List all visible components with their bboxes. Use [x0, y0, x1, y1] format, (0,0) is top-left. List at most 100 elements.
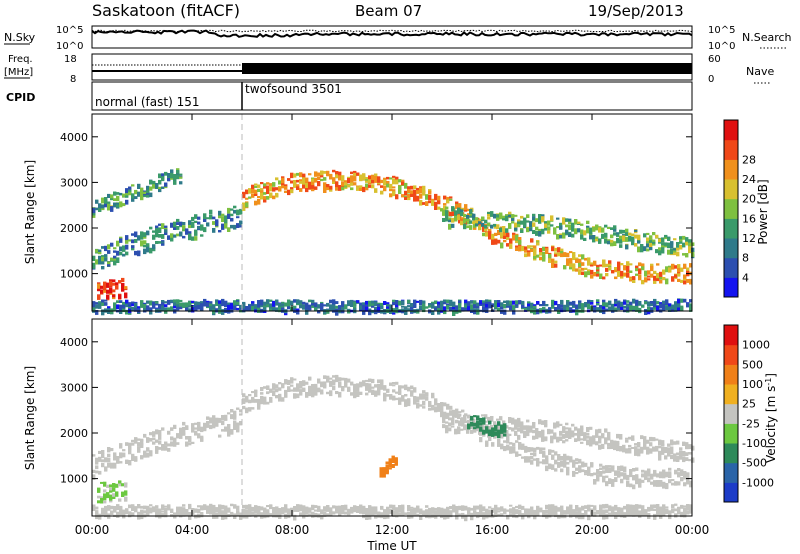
- cpid-mode-1: normal (fast) 151: [95, 95, 199, 109]
- echo-cell: [185, 441, 189, 447]
- echo-cell: [437, 195, 441, 201]
- echo-cell: [607, 442, 611, 447]
- echo-cell: [401, 181, 405, 186]
- echo-cell: [556, 421, 560, 427]
- echo-cell: [602, 509, 606, 515]
- echo-cell: [511, 421, 515, 425]
- echo-cell: [647, 471, 651, 477]
- echo-cell: [194, 509, 198, 512]
- echo-cell: [122, 246, 126, 251]
- echo-cell: [649, 241, 653, 247]
- echo-cell: [416, 300, 420, 303]
- echo-cell: [179, 506, 183, 512]
- echo-cell: [182, 235, 186, 239]
- echo-cell: [577, 221, 581, 224]
- echo-cell: [653, 508, 657, 511]
- echo-cell: [398, 386, 402, 393]
- echo-cell: [638, 262, 642, 267]
- echo-cell: [584, 473, 588, 476]
- echo-cell: [547, 230, 551, 234]
- echo-cell: [254, 510, 258, 514]
- echo-cell: [613, 442, 617, 449]
- echo-cell: [461, 505, 465, 511]
- echo-cell: [164, 512, 168, 518]
- echo-cell: [557, 514, 561, 519]
- echo-cell: [568, 233, 572, 237]
- echo-cell: [494, 508, 498, 514]
- echo-cell: [239, 220, 243, 226]
- echo-cell: [602, 465, 606, 470]
- echo-cell: [610, 443, 614, 449]
- echo-cell: [344, 507, 348, 511]
- echo-cell: [239, 513, 243, 518]
- echo-cell: [329, 380, 333, 386]
- echo-cell: [572, 305, 576, 308]
- echo-cell: [338, 381, 342, 387]
- echo-cell: [164, 171, 168, 176]
- echo-cell: [380, 506, 384, 510]
- echo-cell: [269, 304, 273, 309]
- echo-cell: [652, 437, 656, 442]
- echo-cell: [655, 445, 659, 452]
- echo-cell: [608, 267, 612, 270]
- echo-cell: [688, 459, 692, 462]
- echo-cell: [553, 433, 557, 440]
- echo-cell: [118, 480, 122, 484]
- echo-cell: [526, 419, 530, 423]
- echo-cell: [377, 181, 381, 185]
- echo-cell: [659, 506, 663, 511]
- echo-cell: [494, 301, 498, 305]
- echo-cell: [638, 481, 642, 488]
- echo-cell: [449, 405, 453, 409]
- echo-cell: [116, 251, 120, 255]
- noise-frame: [91, 25, 693, 49]
- echo-cell: [230, 303, 234, 310]
- echo-cell: [353, 507, 357, 513]
- echo-cell: [599, 307, 603, 313]
- echo-cell: [596, 267, 600, 270]
- echo-cell: [686, 302, 690, 308]
- echo-cell: [368, 300, 372, 307]
- colorbar-tick-label: 16: [742, 212, 756, 225]
- echo-cell: [502, 420, 506, 426]
- echo-cell: [380, 380, 384, 385]
- echo-cell: [371, 179, 375, 184]
- echo-cell: [305, 177, 309, 183]
- echo-cell: [242, 504, 246, 509]
- echo-cell: [290, 180, 294, 184]
- echo-cell: [602, 504, 606, 509]
- echo-cell: [179, 303, 183, 308]
- echo-cell: [569, 263, 573, 269]
- echo-cell: [242, 508, 246, 514]
- echo-cell: [311, 178, 315, 184]
- echo-cell: [622, 445, 626, 451]
- echo-cell: [443, 402, 447, 407]
- echo-cell: [386, 506, 390, 511]
- echo-cell: [308, 299, 312, 303]
- echo-cell: [517, 221, 521, 226]
- echo-cell: [113, 255, 117, 259]
- echo-cell: [616, 440, 620, 445]
- echo-cell: [590, 269, 594, 275]
- echo-cell: [97, 500, 101, 504]
- echo-cell: [598, 428, 602, 434]
- echo-cell: [541, 437, 545, 442]
- echo-cell: [125, 199, 129, 205]
- echo-cell: [476, 302, 480, 307]
- echo-cell: [461, 512, 465, 518]
- echo-cell: [119, 505, 123, 511]
- echo-cell: [281, 183, 285, 189]
- echo-cell: [689, 504, 693, 511]
- echo-cell: [200, 301, 204, 307]
- echo-cell: [290, 381, 294, 384]
- echo-cell: [440, 402, 444, 406]
- echo-cell: [539, 447, 543, 452]
- echo-cell: [644, 309, 648, 315]
- echo-cell: [428, 303, 432, 307]
- echo-cell: [470, 507, 474, 511]
- echo-cell: [616, 237, 620, 244]
- echo-cell: [524, 510, 528, 516]
- echo-cell: [554, 451, 558, 456]
- echo-cell: [392, 504, 396, 511]
